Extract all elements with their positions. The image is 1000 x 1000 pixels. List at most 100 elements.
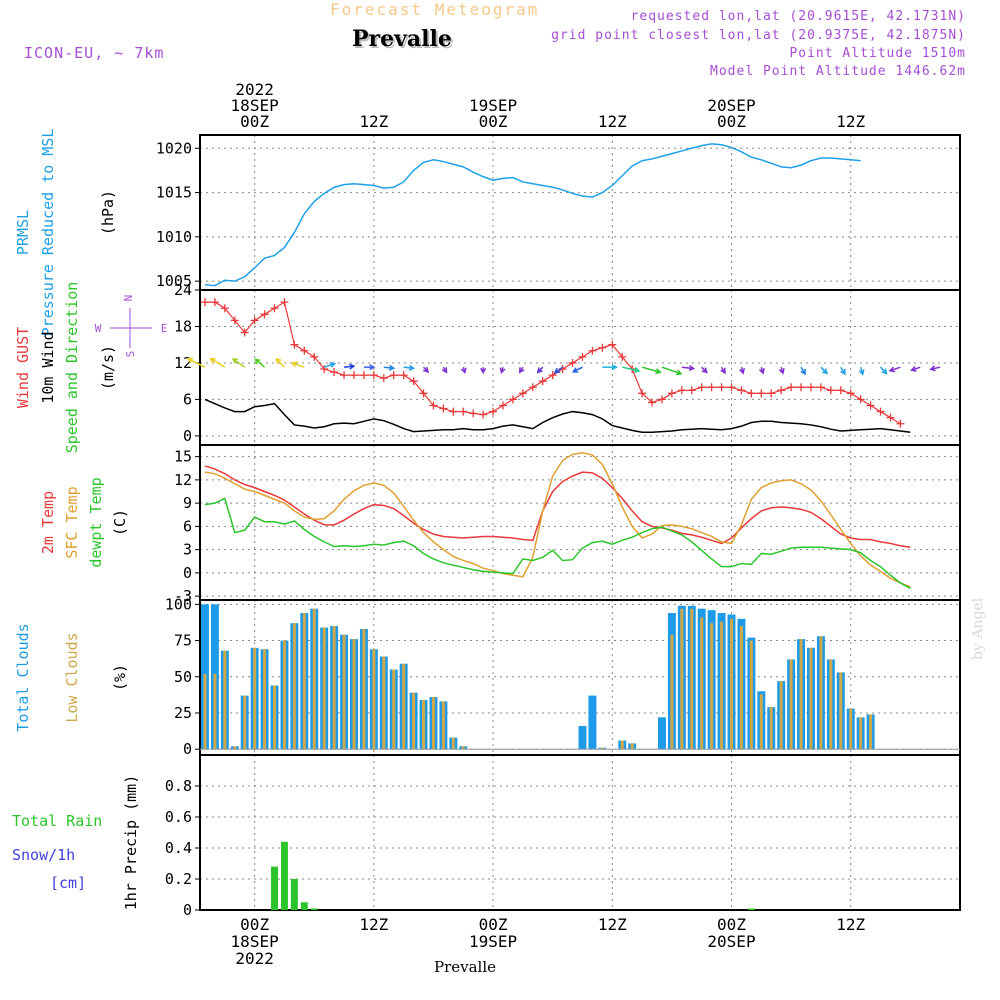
panel-temperature: -3 0 3 6 9 12 15 2m Temp SFC Temp dewpt Temp (C) [39, 444, 961, 605]
wind-direction-arrowhead [441, 367, 448, 374]
wind-speed-line [204, 398, 911, 433]
top-time-label: 00Z [479, 112, 508, 131]
y-axis-label: (%) [111, 664, 129, 691]
chart-title: Forecast Meteogram [330, 0, 540, 19]
bottom-time-label: 2022 [235, 949, 274, 968]
gust-marker [459, 407, 468, 416]
wind-direction-arrowhead [408, 364, 416, 371]
wind-direction-arrowhead [688, 364, 696, 372]
compass-east: E [161, 322, 168, 335]
top-time-label: 12Z [598, 112, 627, 131]
low-cloud-bar [779, 681, 783, 750]
gust-marker [528, 383, 537, 392]
wind-direction-arrowhead [348, 363, 356, 370]
wind-direction-arrowhead [611, 364, 618, 371]
gust-marker [648, 398, 657, 407]
rain-bar [310, 908, 318, 910]
bottom-time-label: 12Z [836, 915, 865, 934]
bottom-time-label: 18SEP [231, 932, 279, 951]
wind-direction-arrow [187, 358, 206, 368]
gust-marker [687, 386, 696, 395]
gust-marker [409, 377, 418, 386]
gust-marker [300, 346, 309, 355]
gust-marker [836, 386, 845, 395]
low-cloud-bar [730, 618, 733, 750]
gust-marker [638, 389, 647, 398]
y-tick-label: 12 [174, 354, 192, 372]
y-axis-label: (m/s) [99, 345, 117, 390]
gust-marker [797, 383, 806, 392]
y-tick-label: 1020 [156, 139, 192, 157]
model-altitude: Model Point Altitude 1446.62m [710, 64, 966, 79]
wind-direction-arrow [554, 366, 564, 374]
total-cloud-bar [578, 726, 587, 750]
low-cloud-bar [849, 708, 853, 750]
footer-station-label: Prevalle [434, 958, 496, 976]
wind-direction-arrowhead [553, 367, 560, 374]
top-time-label: 18SEP [231, 96, 279, 115]
gust-marker [389, 371, 398, 380]
low-cloud-bar [620, 740, 624, 750]
bottom-time-label: 12Z [359, 915, 388, 934]
y-tick-label: 100 [165, 595, 192, 613]
gust-marker [598, 343, 607, 352]
compass-west: W [95, 322, 102, 335]
low-cloud-bar [412, 692, 416, 750]
y-tick-label: 25 [174, 704, 192, 722]
y-axis-label: Speed and Direction [63, 282, 81, 454]
low-cloud-bar [690, 608, 694, 750]
low-cloud-bar [680, 608, 684, 750]
legend-label-snow-unit: [cm] [50, 874, 86, 892]
y-axis-label: Total Clouds [14, 623, 32, 731]
low-cloud-bar [600, 747, 604, 750]
requested-coordinates: requested lon,lat (20.9615E, 42.1731N) [630, 9, 966, 24]
panel-clouds: 0 25 50 75 100 Total Clouds Low Clouds (%) [14, 595, 961, 758]
gust-marker [737, 386, 746, 395]
wind-direction-arrowhead [186, 357, 194, 364]
top-time-label: 12Z [836, 112, 865, 131]
gust-marker [618, 352, 627, 361]
panel-frame [199, 289, 961, 446]
gust-marker [369, 371, 378, 380]
wind-direction-arrow [383, 366, 394, 369]
y-tick-label: 9 [183, 494, 192, 512]
gust-marker [330, 368, 339, 377]
y-tick-label: 75 [174, 632, 192, 650]
low-cloud-bar [859, 717, 863, 750]
wind-direction-arrow [403, 366, 414, 369]
gust-marker [340, 371, 349, 380]
wind-direction-arrow [210, 358, 226, 368]
low-cloud-bar [809, 647, 813, 750]
gust-marker [826, 386, 835, 395]
bottom-time-label: 12Z [598, 915, 627, 934]
y-tick-label: 24 [174, 281, 192, 299]
bottom-time-label: 00Z [479, 915, 508, 934]
gust-marker [727, 383, 736, 392]
y-tick-label: 0.8 [165, 777, 192, 795]
top-time-label: 2022 [235, 80, 274, 99]
gust-marker [359, 371, 368, 380]
low-cloud-bar [789, 659, 793, 750]
panel-pressure: 1005 1010 1015 1020 PRMSL Pressure Reduced to… [14, 129, 961, 336]
wind-direction-arrow [889, 366, 901, 372]
panel-frame [199, 754, 961, 911]
dewpoint-line [204, 497, 911, 590]
gust-marker [508, 395, 517, 404]
sfc-temp-line [204, 451, 911, 588]
wind-direction-arrowhead [888, 366, 896, 373]
wind-direction-arrowhead [571, 367, 579, 373]
gust-marker [777, 386, 786, 395]
low-cloud-bar [799, 639, 803, 750]
gust-marker [270, 304, 279, 313]
rain-bar [747, 908, 755, 910]
grid-point-coordinates: grid point closest lon,lat (20.9375E, 42… [551, 28, 966, 43]
bottom-time-label: 00Z [240, 915, 269, 934]
gust-marker [250, 316, 259, 325]
y-tick-label: 0 [183, 901, 192, 919]
y-tick-label: 12 [174, 471, 192, 489]
gust-marker [578, 352, 587, 361]
gust-marker [200, 298, 209, 307]
wind-direction-arrow [641, 366, 661, 373]
wind-direction-arrow [275, 358, 285, 368]
